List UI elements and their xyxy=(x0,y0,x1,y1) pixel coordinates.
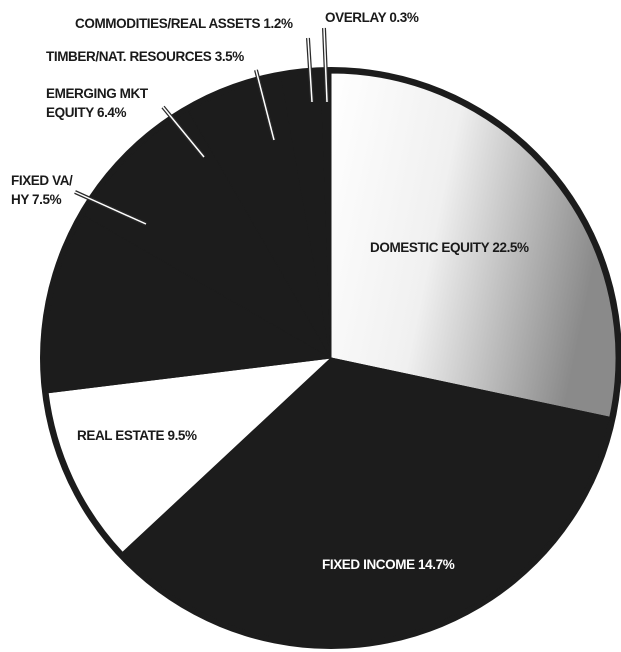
label-emerging-line1: EMERGING MKT xyxy=(46,86,149,101)
leader-line-timber xyxy=(254,69,276,141)
leader-line-commodities xyxy=(306,37,314,103)
leader-line-emerging xyxy=(161,105,206,159)
label-commodities: COMMODITIES/REAL ASSETS 1.2% xyxy=(75,16,293,31)
pie-slice-fixed-va-hy xyxy=(45,214,333,394)
pie-slice-real-estate xyxy=(47,357,333,554)
label-fixed-va-line2: HY 7.5% xyxy=(11,192,62,207)
pie-slice-domestic-equity xyxy=(330,72,617,418)
leader-line-overlay xyxy=(322,27,329,103)
pie-slice-fixed-income xyxy=(121,357,611,644)
label-timber: TIMBER/NAT. RESOURCES 3.5% xyxy=(46,49,244,64)
label-fixed-va-line1: FIXED VA/ xyxy=(11,173,73,188)
label-emerging-line2: EQUITY 6.4% xyxy=(46,105,127,120)
label-overlay: OVERLAY 0.3% xyxy=(325,10,419,25)
label-real-estate: REAL ESTATE 9.5% xyxy=(77,428,197,443)
pie-slice-emerging-mkt-equity xyxy=(83,110,333,360)
label-domestic-equity: DOMESTIC EQUITY 22.5% xyxy=(370,240,529,255)
leader-line-fixed-va xyxy=(74,190,147,226)
label-fixed-income: FIXED INCOME 14.7% xyxy=(322,557,455,572)
